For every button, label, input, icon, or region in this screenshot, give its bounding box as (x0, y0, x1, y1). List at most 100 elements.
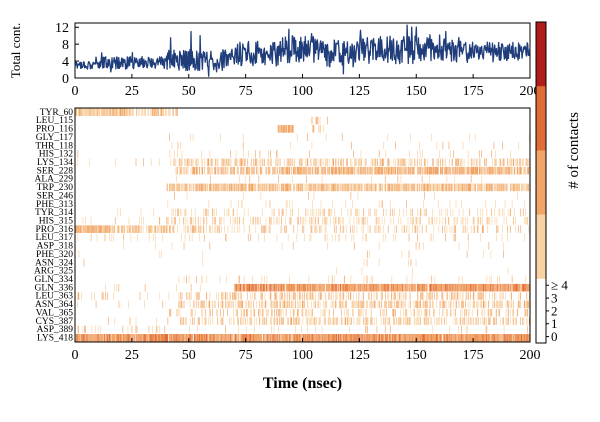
heatmap-cell (90, 334, 91, 342)
heatmap-cell (446, 334, 448, 342)
residue-label: TYR_60 (40, 108, 74, 118)
heatmap-cell (354, 283, 355, 292)
heatmap-cell (467, 283, 469, 292)
heatmap-cell (109, 233, 111, 242)
heatmap-cell (181, 317, 182, 325)
heatmap-cell (318, 334, 320, 342)
heatmap-cell (151, 225, 153, 233)
heatmap-cell (427, 292, 429, 300)
heatmap-cell (276, 308, 277, 317)
heatmap-cell (251, 183, 253, 192)
heatmap-cell (224, 334, 225, 342)
heatmap-cell (377, 292, 378, 300)
heatmap-cell (453, 308, 455, 317)
heatmap-cell (189, 334, 190, 342)
heatmap-cell (77, 225, 78, 233)
heatmap-cell (374, 300, 376, 309)
heatmap-cell (199, 183, 201, 192)
heatmap-cell (237, 283, 238, 292)
heatmap-cell (293, 292, 295, 300)
heatmap-cell (373, 334, 374, 342)
heatmap-cell (485, 334, 487, 342)
heatmap-cell (100, 108, 102, 116)
heatmap-cell (277, 125, 279, 133)
heatmap-cell (466, 308, 467, 317)
heatmap-cell (337, 183, 339, 192)
heatmap-cell (473, 283, 475, 292)
heatmap-cell (329, 283, 330, 292)
heatmap-cell (415, 300, 417, 309)
heatmap-cell (468, 283, 470, 292)
heatmap-cell (424, 183, 425, 192)
heatmap-cell (407, 183, 408, 192)
heatmap-cell (182, 334, 184, 342)
heatmap-cell (234, 334, 235, 342)
heatmap-cell (452, 283, 453, 292)
heatmap-cell (250, 158, 252, 167)
heatmap-cell (458, 183, 459, 192)
heatmap-cell (76, 334, 77, 342)
heatmap-cell (494, 317, 495, 325)
heatmap-cell (419, 158, 420, 167)
heatmap-cell (528, 317, 530, 325)
heatmap-cell (502, 283, 504, 292)
heatmap-cell (307, 334, 308, 342)
heatmap-cell (292, 283, 294, 292)
heatmap-cell (234, 283, 235, 292)
heatmap-cell (221, 300, 222, 309)
heatmap-cell (266, 166, 268, 175)
heatmap-cell (395, 308, 396, 317)
heatmap-cell (137, 225, 139, 233)
heatmap-cell (512, 166, 513, 175)
heatmap-cell (339, 283, 341, 292)
heatmap-cell (373, 292, 375, 300)
heatmap-cell (462, 225, 464, 233)
heatmap-cell (315, 158, 317, 167)
heatmap-cell (446, 183, 447, 192)
heatmap-cell (271, 300, 272, 309)
heatmap-cell (92, 108, 94, 116)
heatmap-cell (460, 183, 462, 192)
heatmap-cell (491, 183, 492, 192)
heatmap-cell (123, 233, 124, 242)
heatmap-cell (315, 183, 316, 192)
heatmap-cell (518, 166, 520, 175)
heatmap-cell (203, 334, 205, 342)
heatmap-cell (205, 183, 207, 192)
heatmap-cell (341, 300, 343, 309)
heatmap-cell (332, 334, 333, 342)
heatmap-cell (357, 183, 359, 192)
heatmap-cell (296, 233, 298, 242)
heatmap-cell (183, 334, 185, 342)
heatmap-cell (211, 183, 213, 192)
heatmap-cell (487, 225, 488, 233)
heatmap-cell (425, 308, 427, 317)
heatmap-row-tyr-314 (117, 208, 527, 217)
heatmap-cell (329, 317, 331, 325)
heatmap-cell (380, 158, 382, 167)
heatmap-cell (502, 158, 503, 167)
heatmap-cell (527, 283, 529, 292)
heatmap-cell (162, 108, 164, 116)
heatmap-cell (320, 292, 321, 300)
heatmap-cell (304, 283, 305, 292)
heatmap-cell (490, 250, 492, 259)
heatmap-row-tyr-60 (75, 108, 178, 116)
heatmap-cell (481, 175, 483, 183)
heatmap-cell (486, 217, 488, 225)
heatmap-cell (426, 334, 428, 342)
heatmap-cell (476, 317, 478, 325)
heatmap-cell (473, 292, 475, 300)
heatmap-cell (100, 325, 101, 334)
heatmap-cell (433, 292, 435, 300)
heatmap-cell (333, 183, 334, 192)
heatmap-cell (225, 300, 226, 309)
heatmap-cell (395, 283, 396, 292)
heatmap-cell (227, 158, 229, 167)
heatmap-cell (355, 183, 356, 192)
heatmap-cell (184, 183, 186, 192)
heatmap-cell (441, 292, 443, 300)
heatmap-cell (481, 217, 483, 225)
heatmap-cell (235, 308, 237, 317)
heatmap-cell (410, 283, 412, 292)
